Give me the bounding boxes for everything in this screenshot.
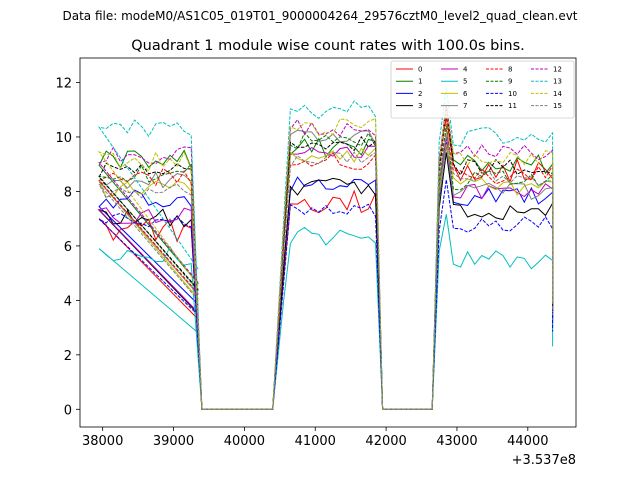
legend-box: [390, 60, 575, 119]
x-tick-label: 39000: [153, 434, 194, 449]
y-tick-label: 0: [64, 403, 72, 418]
legend-label-4: 4: [463, 66, 468, 74]
y-tick-label: 2: [64, 349, 72, 364]
series-line-13: [97, 87, 554, 410]
legend-label-6: 6: [463, 90, 468, 98]
legend-label-2: 2: [418, 90, 422, 98]
x-tick-label: 42000: [365, 434, 406, 449]
x-tick-label: 43000: [436, 434, 477, 449]
legend-label-0: 0: [418, 66, 422, 74]
legend-label-5: 5: [463, 78, 467, 86]
series-line-9: [97, 123, 554, 410]
legend-label-1: 1: [418, 78, 422, 86]
x-tick-label: 38000: [82, 434, 123, 449]
x-tick-label: 41000: [295, 434, 336, 449]
series-line-0: [98, 117, 554, 410]
legend-label-9: 9: [508, 78, 512, 86]
y-tick-label: 10: [55, 131, 72, 146]
legend-label-13: 13: [553, 78, 562, 86]
series-line-5: [98, 214, 554, 410]
plot-area: [97, 87, 554, 410]
y-tick-label: 6: [64, 240, 72, 255]
axes: 38000 39000 40000 41000 42000 43000 44000 0 2 4 6 8…: [55, 57, 577, 468]
y-tick-label: 4: [64, 294, 72, 309]
x-offset-label: +3.537e8: [512, 453, 576, 468]
y-tick-label: 8: [64, 185, 72, 200]
legend-label-15: 15: [553, 102, 562, 110]
series-line-4: [98, 136, 554, 410]
suptitle: Data file: modeM0/AS1C05_019T01_90000042…: [62, 9, 577, 23]
x-tick-label: 40000: [224, 434, 265, 449]
series-line-8: [98, 129, 554, 410]
series-line-7: [98, 129, 554, 410]
series-line-6: [98, 144, 554, 410]
axes-frame: [79, 57, 577, 428]
x-tick-label: 44000: [507, 434, 548, 449]
legend-label-8: 8: [508, 66, 512, 74]
legend-label-14: 14: [553, 90, 562, 98]
series-line-1: [98, 104, 554, 410]
legend-label-7: 7: [463, 102, 467, 110]
series-line-10: [98, 179, 554, 410]
series-line-15: [98, 135, 554, 410]
series-line-14: [97, 107, 554, 410]
chart-title: Quadrant 1 module wise count rates with …: [131, 38, 525, 54]
legend-label-12: 12: [553, 66, 562, 74]
legend-label-3: 3: [418, 102, 422, 110]
legend-label-11: 11: [508, 102, 517, 110]
series-line-12: [98, 104, 554, 410]
series-line-3: [97, 152, 554, 410]
y-tick-label: 12: [55, 77, 72, 92]
legend-label-10: 10: [508, 90, 517, 98]
